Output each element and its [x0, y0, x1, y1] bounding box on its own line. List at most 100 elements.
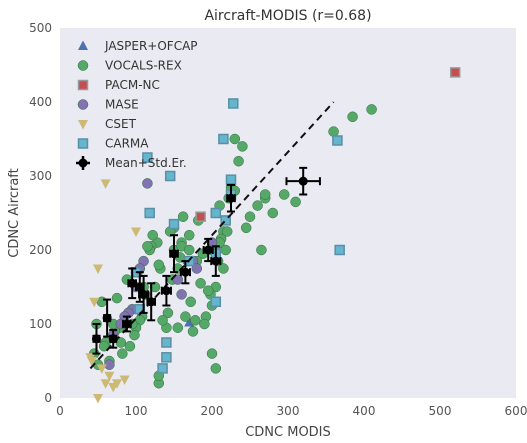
data-point — [176, 289, 187, 300]
data-point — [177, 211, 189, 222]
data-point — [210, 296, 222, 308]
mean-point — [135, 282, 145, 292]
data-point — [332, 135, 343, 146]
legend-label: CSET — [105, 117, 137, 131]
data-point — [328, 126, 339, 137]
mean-point — [180, 267, 190, 277]
data-point — [206, 348, 218, 359]
data-point — [149, 281, 161, 293]
data-point — [153, 259, 165, 271]
mean-errorbar — [285, 166, 321, 196]
mean-point — [161, 286, 171, 296]
data-point — [256, 244, 267, 256]
mean-errorbar — [210, 245, 222, 277]
legend-item: Mean+Std.Er. — [76, 156, 187, 170]
legend-label: PACM-NC — [105, 78, 160, 92]
mean-errorbar — [226, 183, 236, 213]
y-tick-label: 300 — [29, 169, 52, 183]
data-point — [225, 174, 237, 185]
data-point — [111, 292, 123, 304]
x-tick-label: 400 — [353, 404, 376, 418]
x-tick-label: 300 — [277, 404, 300, 418]
data-point — [240, 222, 252, 234]
data-point — [190, 315, 201, 326]
data-point — [86, 357, 97, 367]
data-point — [218, 263, 229, 274]
y-tick-label: 100 — [29, 317, 52, 331]
mean-point — [169, 249, 179, 259]
legend-item: PACM-NC — [77, 78, 160, 92]
y-tick-label: 400 — [29, 95, 52, 109]
legend-label: MASE — [105, 98, 139, 112]
x-axis-title: CDNC MODIS — [245, 425, 331, 440]
data-point — [129, 329, 140, 341]
data-point — [161, 352, 172, 363]
chart-title: Aircraft-MODIS (r=0.68) — [204, 8, 371, 24]
mean-errorbar — [179, 260, 191, 285]
x-tick-label: 200 — [201, 404, 224, 418]
data-point — [221, 226, 233, 237]
mean-point — [139, 289, 149, 299]
data-point — [184, 317, 195, 327]
data-point — [164, 170, 176, 182]
mean-point — [211, 256, 221, 266]
legend-marker — [77, 138, 89, 149]
data-point — [131, 227, 141, 237]
data-point — [172, 322, 184, 333]
x-tick-label: 0 — [56, 404, 64, 418]
legend-item: JASPER+OFCAP — [78, 39, 198, 53]
legend-item: CSET — [78, 117, 137, 131]
legend-item: VOCALS-REX — [77, 59, 182, 73]
mean-point — [298, 176, 308, 186]
data-point — [252, 200, 263, 211]
data-point — [124, 340, 136, 352]
data-point — [210, 207, 222, 219]
data-point — [93, 264, 103, 274]
mean-point — [146, 297, 156, 307]
legend-marker — [78, 158, 88, 168]
mean-point — [226, 193, 236, 203]
data-point — [237, 141, 248, 152]
data-point — [195, 211, 206, 222]
y-tick-label: 200 — [29, 243, 52, 257]
data-point — [233, 155, 244, 167]
y-axis-title: CDNC Aircraft — [7, 168, 22, 258]
data-point — [98, 340, 110, 352]
data-point — [278, 189, 290, 200]
data-point — [199, 318, 210, 330]
data-point — [117, 348, 128, 359]
data-point — [142, 178, 153, 189]
mean-errorbar — [146, 282, 156, 322]
mean-point — [102, 313, 112, 323]
data-point — [183, 244, 195, 256]
mean-errorbar — [122, 315, 132, 333]
data-point — [185, 296, 196, 308]
legend-item: MASE — [77, 98, 139, 112]
x-tick-label: 600 — [505, 404, 527, 418]
y-axis: 0 100 200 300 400 500 — [29, 21, 52, 405]
legend: JASPER+OFCAP VOCALS-REX PACM-NC MASE CSET CAR… — [76, 39, 198, 170]
mean-point — [108, 334, 118, 344]
data-point — [93, 394, 103, 404]
legend-marker — [78, 120, 88, 130]
mean-point — [203, 245, 213, 255]
data-point — [104, 371, 115, 382]
data-point — [147, 229, 158, 241]
legend-label: JASPER+OFCAP — [104, 39, 198, 53]
legend-label: VOCALS-REX — [105, 59, 182, 73]
legend-item: CARMA — [77, 137, 149, 151]
data-point — [290, 196, 301, 208]
y-tick-label: 500 — [29, 21, 52, 35]
mean-errorbar — [127, 267, 137, 300]
mean-point — [127, 278, 137, 288]
plot-area — [85, 67, 461, 404]
data-point — [259, 189, 271, 200]
legend-label: Mean+Std.Er. — [105, 156, 187, 170]
data-point — [210, 363, 222, 374]
x-tick-label: 500 — [429, 404, 452, 418]
legend-marker — [77, 99, 89, 110]
data-point — [334, 244, 345, 256]
data-point — [183, 229, 195, 241]
data-point — [157, 363, 168, 374]
